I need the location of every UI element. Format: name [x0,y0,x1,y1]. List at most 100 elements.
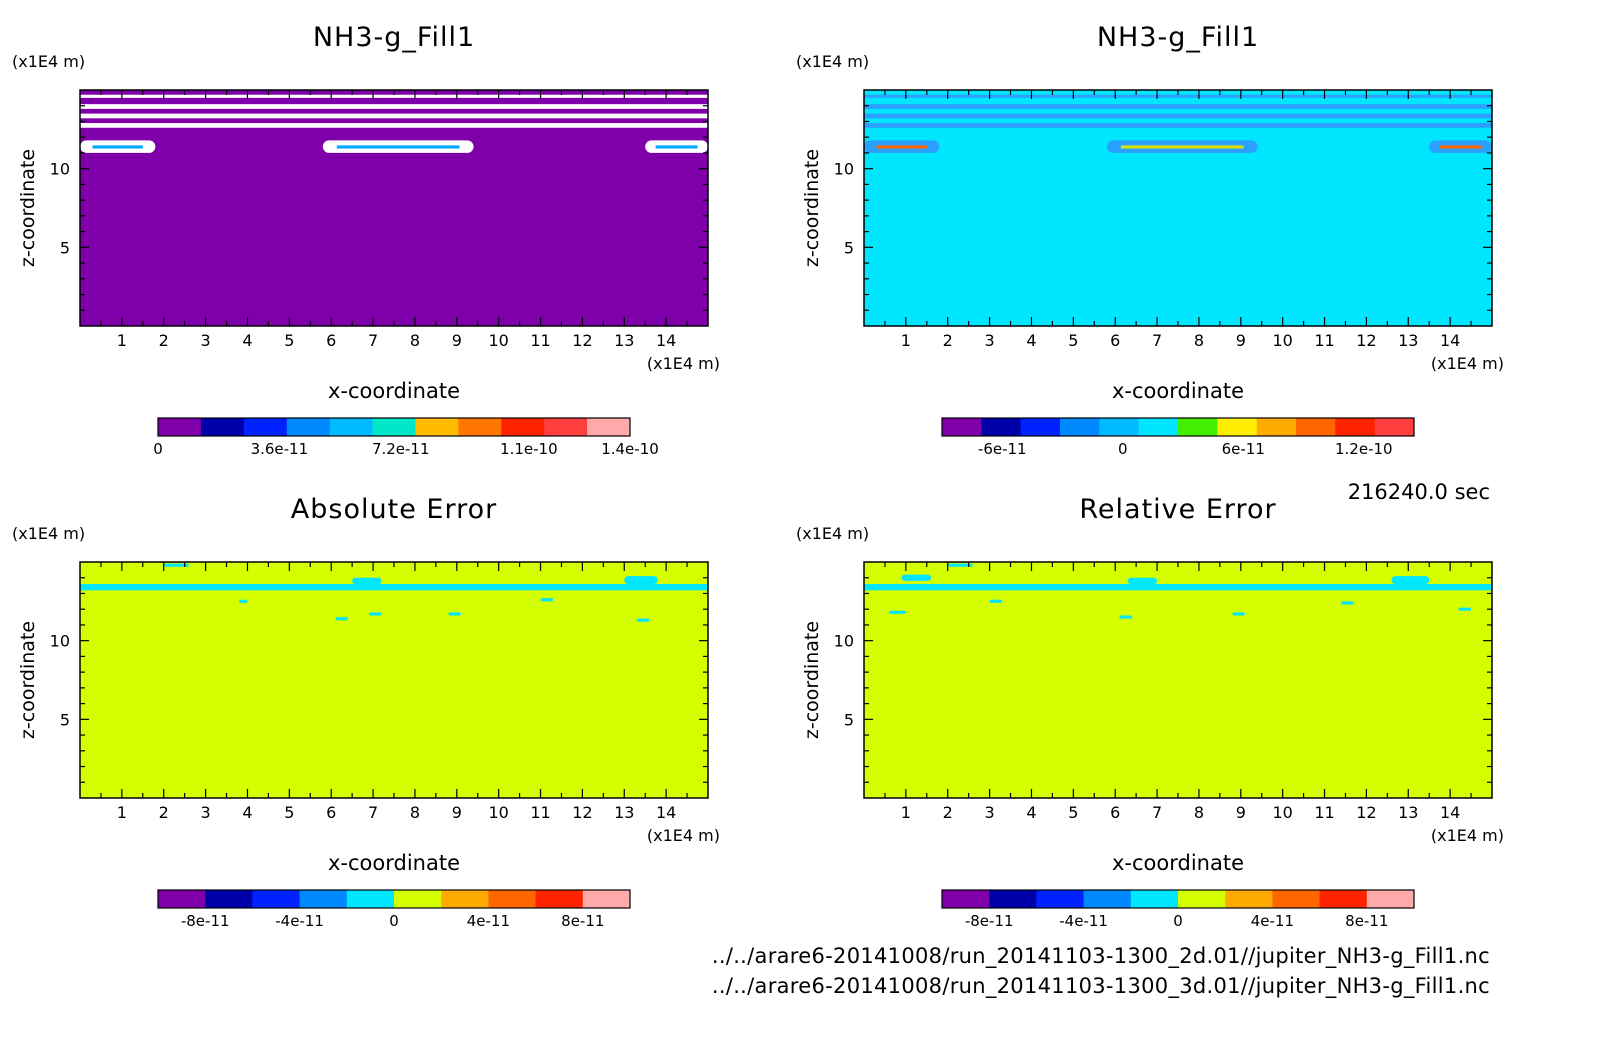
x-axis-label: x-coordinate [328,851,460,875]
colorbar-swatch [286,418,331,436]
colorbar-tick-label: -6e-11 [978,440,1027,458]
colorbar-tick-label: 0 [1173,912,1183,930]
y-tick-label: 5 [844,238,854,257]
colorbar-swatch [329,418,374,436]
colorbar-swatch [942,418,982,436]
contour-blob [448,612,461,616]
colorbar-swatch [458,418,502,436]
colorbar-tick-label: 3.6e-11 [251,440,309,458]
x-tick-label: 4 [242,331,252,350]
x-tick-label: 8 [1194,331,1204,350]
x-tick-label: 6 [326,803,336,822]
colorbar-tick-label: -8e-11 [965,912,1014,930]
x-tick-label: 5 [284,803,294,822]
contour-core [336,145,460,149]
footer-path-2d: ../../arare6-20141008/run_20141103-1300_… [711,944,1490,968]
chart-title: Absolute Error [291,494,497,525]
colorbar-swatch [1178,418,1218,436]
colorbar-swatch [535,890,584,908]
colorbar-tick-label: 8e-11 [1345,912,1388,930]
x-tick-label: 4 [1026,331,1036,350]
chart-panel-3: Absolute Error(x1E4 m)1 2 3 4 5 6 7 8 9 10 11 12 13 1… [12,494,720,930]
x-tick-label: 3 [985,331,995,350]
x-tick-label: 10 [488,803,508,822]
y-unit-label: (x1E4 m) [12,52,85,71]
contour-blob [368,612,382,616]
colorbar-frame [941,417,1415,437]
colorbar-swatch [1296,418,1336,436]
y-tick-label: 10 [50,632,70,651]
x-tick-label: 8 [410,803,420,822]
x-tick-label: 12 [1356,331,1376,350]
x-axis-label: x-coordinate [1112,851,1244,875]
colorbar-swatch [372,418,416,436]
colorbar-swatch [1217,418,1258,436]
x-tick-label: 6 [1110,331,1120,350]
contour-band [80,104,708,109]
colorbar-swatch [587,418,631,436]
colorbar-tick-label: 1.4e-10 [601,440,659,458]
colorbar-swatch [158,418,202,436]
x-tick-label: 14 [1440,803,1460,822]
x-tick-label: 13 [1398,331,1418,350]
contour-band [80,123,708,128]
x-tick-label: 10 [1272,331,1292,350]
timestamp-label: 216240.0 sec [1347,480,1490,504]
contour-blob [540,598,554,602]
contour-blob [989,599,1003,603]
contour-core [92,145,143,149]
x-tick-label: 8 [410,331,420,350]
y-axis-label: z-coordinate [801,149,823,267]
colorbar-tick-label: -8e-11 [181,912,230,930]
contour-core [1439,145,1482,149]
x-tick-label: 6 [326,331,336,350]
colorbar-swatch [1256,418,1297,436]
contour-band [80,584,708,591]
contour-blob [239,599,248,603]
x-tick-label: 10 [488,331,508,350]
colorbar-tick-label: 4e-11 [467,912,510,930]
colorbar-frame [941,889,1415,909]
x-tick-label: 9 [1236,331,1246,350]
colorbar-tick-label: 6e-11 [1222,440,1265,458]
x-tick-label: 4 [1026,803,1036,822]
colorbar-swatch [158,890,206,908]
contour-blob [947,563,973,567]
colorbar-swatch [1272,890,1321,908]
colorbar-tick-label: -4e-11 [275,912,324,930]
colorbar-swatch [989,890,1037,908]
x-tick-label: 1 [117,331,127,350]
contour-blob [624,576,658,585]
contour-blob [901,574,931,581]
y-tick-label: 10 [834,632,854,651]
colorbar-swatch [252,890,301,908]
colorbar-swatch [1319,890,1368,908]
contour-core [876,145,927,149]
colorbar-swatch [299,890,348,908]
x-tick-label: 9 [452,803,462,822]
x-tick-label: 7 [368,331,378,350]
colorbar-swatch [1036,890,1085,908]
x-axis-label: x-coordinate [328,379,460,403]
colorbar-tick-label: 4e-11 [1251,912,1294,930]
y-unit-label: (x1E4 m) [12,524,85,543]
contour-blob [1341,601,1354,605]
colorbar-swatch [1225,890,1273,908]
x-tick-label: 3 [201,803,211,822]
x-unit-label: (x1E4 m) [647,354,720,373]
contour-core [1120,145,1244,149]
colorbar-swatch [1178,890,1226,908]
chart-title: Relative Error [1079,494,1276,525]
y-axis-label: z-coordinate [801,621,823,739]
x-tick-label: 2 [943,331,953,350]
colorbar-swatch [488,890,537,908]
colorbar-swatch [1130,890,1179,908]
y-tick-label: 5 [60,238,70,257]
x-unit-label: (x1E4 m) [647,826,720,845]
chart-title: NH3-g_Fill1 [1097,22,1259,53]
colorbar-tick-label: 8e-11 [561,912,604,930]
contour-band [864,123,1492,128]
x-tick-label: 7 [1152,331,1162,350]
x-tick-label: 5 [1068,331,1078,350]
contour-blob [1232,612,1245,616]
